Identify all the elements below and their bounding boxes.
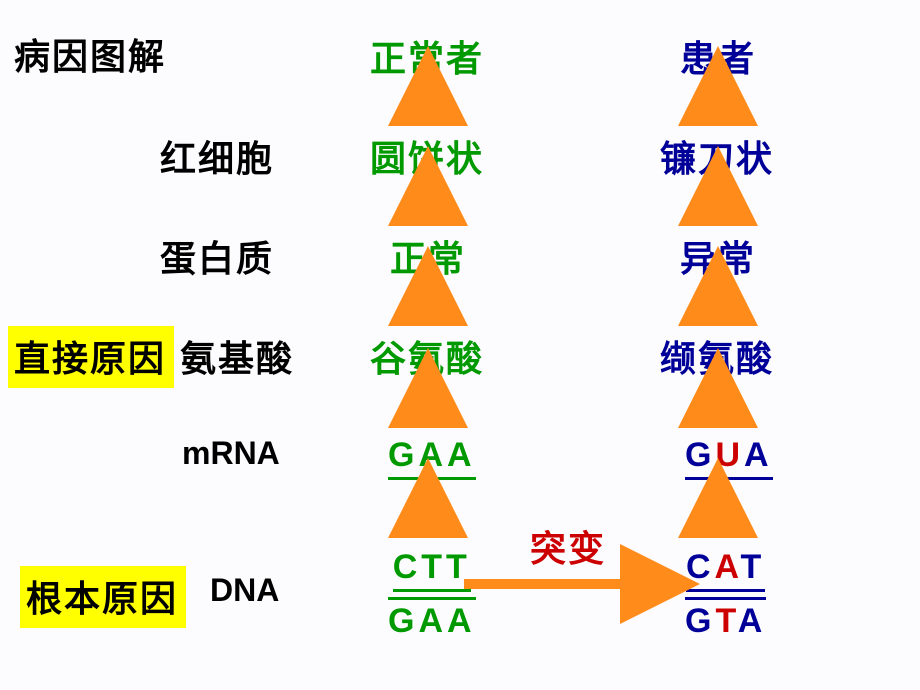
dna-normal: CTT GAA (388, 548, 476, 641)
dna-normal-bottom: GAA (388, 602, 476, 641)
mrna-normal-seq: GAA (388, 436, 476, 480)
diagram-title: 病因图解 (14, 28, 166, 80)
mrna-normal: GAA (388, 436, 476, 480)
arrow-up-icon (418, 74, 438, 124)
mrna-patient-u: U (715, 436, 744, 474)
dna-patient-top-t: T (741, 548, 766, 586)
dna-patient: CAT GTA (685, 548, 766, 641)
arrow-up-icon (418, 174, 438, 224)
arrow-up-icon (708, 274, 728, 324)
label-direct-cause: 直接原因 (8, 326, 174, 388)
dna-patient-top-a: A (715, 548, 741, 586)
label-amino-acid: 氨基酸 (180, 330, 294, 382)
dna-normal-top: CTT (393, 548, 471, 592)
label-mrna: mRNA (182, 435, 280, 472)
arrow-up-icon (418, 486, 438, 540)
arrow-up-icon (708, 376, 728, 430)
aa-normal: 谷氨酸 (370, 330, 484, 382)
mrna-patient: GUA (685, 436, 773, 480)
arrow-up-icon (708, 174, 728, 224)
dna-patient-bottom-g: G (685, 602, 715, 640)
arrow-up-icon (418, 376, 438, 430)
label-root-cause: 根本原因 (20, 566, 186, 628)
label-rbc: 红细胞 (160, 130, 274, 182)
label-protein: 蛋白质 (160, 230, 274, 282)
arrow-up-icon (708, 74, 728, 124)
mrna-patient-g: G (685, 436, 715, 474)
dna-patient-top-c: C (686, 548, 715, 586)
arrow-up-icon (418, 274, 438, 324)
label-dna: DNA (210, 572, 279, 609)
dna-patient-bottom-t: T (715, 602, 737, 640)
mutation-label: 突变 (530, 520, 606, 572)
aa-patient: 缬氨酸 (660, 330, 774, 382)
dna-patient-bottom-a: A (738, 602, 767, 640)
arrow-up-icon (708, 486, 728, 540)
arrow-right-icon (464, 574, 674, 594)
mrna-patient-a: A (744, 436, 773, 474)
